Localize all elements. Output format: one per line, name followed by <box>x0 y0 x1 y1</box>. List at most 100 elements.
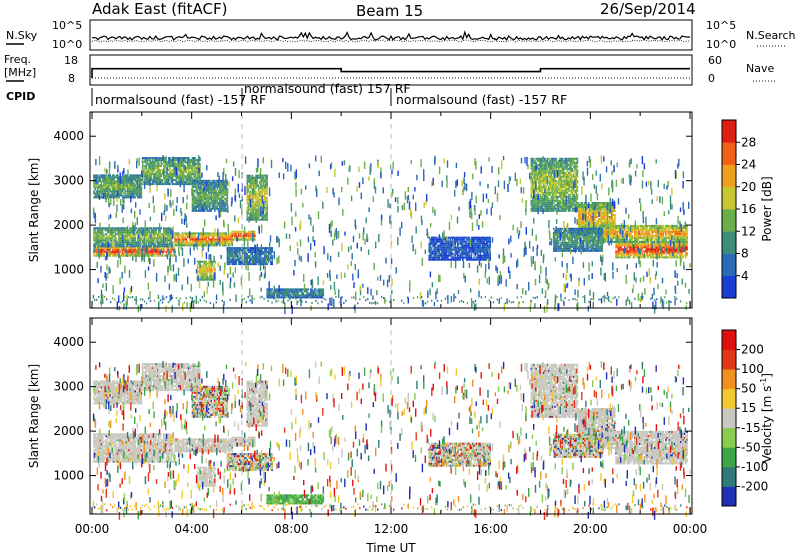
range-gate-cell <box>154 157 156 160</box>
range-gate-cell <box>125 227 128 230</box>
range-gate-cell <box>570 183 572 186</box>
range-gate-cell <box>557 165 560 168</box>
range-gate-cell <box>249 212 251 215</box>
range-gate-cell <box>221 195 224 198</box>
range-gate-cell <box>102 237 104 240</box>
range-gate-cell <box>591 232 594 234</box>
range-gate-cell <box>270 261 272 264</box>
range-gate-cell <box>204 187 206 190</box>
range-gate-cell <box>98 176 100 179</box>
range-gate-cell <box>560 209 562 212</box>
range-gate-cell <box>202 205 205 208</box>
range-gate-cell <box>219 207 221 210</box>
range-gate-cell <box>224 238 226 241</box>
range-gate-cell <box>263 180 266 183</box>
range-gate-cell <box>114 252 116 255</box>
range-gate-cell <box>591 222 594 224</box>
range-gate-cell <box>145 183 148 186</box>
range-gate-cell <box>189 242 191 245</box>
range-gate-cell <box>124 184 126 187</box>
range-gate-cell <box>582 210 585 212</box>
range-gate-cell <box>540 195 543 198</box>
range-gate-cell <box>108 254 110 257</box>
range-gate-cell <box>560 165 562 168</box>
range-gate-cell <box>546 187 549 190</box>
range-gate-cell <box>114 184 116 187</box>
range-gate-cell <box>551 165 554 168</box>
range-gate-cell <box>237 247 240 250</box>
range-gate-cell <box>224 197 226 200</box>
range-gate-cell <box>97 231 99 234</box>
range-gate-cell <box>160 159 163 162</box>
range-gate-cell <box>166 235 169 238</box>
range-gate-cell <box>144 159 146 162</box>
range-gate-cell <box>232 259 235 262</box>
range-gate-cell <box>550 167 553 170</box>
range-gate-cell <box>255 174 257 177</box>
range-gate-cell <box>231 238 234 241</box>
range-gate-cell <box>201 193 204 196</box>
range-gate-cell <box>150 163 153 166</box>
range-gate-cell <box>99 176 102 179</box>
range-gate-cell <box>611 218 614 220</box>
range-gate-cell <box>204 276 206 279</box>
range-gate-cell <box>322 290 325 293</box>
range-gate-cell <box>165 161 168 164</box>
range-gate-cell <box>156 181 159 184</box>
range-gate-cell <box>614 214 616 216</box>
range-gate-cell <box>561 179 564 182</box>
range-gate-cell <box>116 233 119 236</box>
range-gate-cell <box>207 179 210 182</box>
range-gate-cell <box>205 195 207 198</box>
range-gate-cell <box>544 177 546 180</box>
range-gate-cell <box>553 191 555 194</box>
range-gate-cell <box>109 252 111 255</box>
range-gate-cell <box>211 181 214 184</box>
range-gate-cell <box>567 167 570 170</box>
range-gate-cell <box>536 179 539 182</box>
range-gate-cell <box>564 207 566 210</box>
range-gate-cell <box>230 240 232 243</box>
range-gate-cell <box>100 194 103 197</box>
range-gate-cell <box>538 157 540 160</box>
range-gate-cell <box>204 205 206 208</box>
range-gate-cell <box>205 278 207 281</box>
range-gate-cell <box>118 194 120 197</box>
range-gate-cell <box>123 237 125 240</box>
range-gate-cell <box>567 203 570 206</box>
range-gate-cell <box>601 224 604 226</box>
range-gate-cell <box>111 194 114 197</box>
range-gate-cell <box>539 205 541 208</box>
range-gate-cell <box>258 247 261 250</box>
range-gate-cell <box>202 276 205 279</box>
range-gate-cell <box>140 194 143 197</box>
range-gate-cell <box>158 165 160 168</box>
range-gate-cell <box>571 207 574 210</box>
range-gate-cell <box>153 235 155 238</box>
range-gate-cell <box>163 175 165 178</box>
range-gate-cell <box>175 177 178 180</box>
range-gate-cell <box>227 253 230 256</box>
range-gate-cell <box>277 290 280 293</box>
range-gate-cell <box>187 171 190 174</box>
range-gate-cell <box>207 276 210 279</box>
range-gate-cell <box>616 252 619 255</box>
range-gate-cell <box>102 227 104 230</box>
range-gate-cell <box>249 249 251 252</box>
range-gate-cell <box>119 237 121 240</box>
range-gate-cell <box>209 270 211 273</box>
range-gate-cell <box>159 171 161 174</box>
range-gate-cell <box>138 243 140 246</box>
range-gate-cell <box>302 288 305 291</box>
range-gate-cell <box>97 241 99 244</box>
range-gate-cell <box>199 167 201 170</box>
range-gate-cell <box>125 241 128 244</box>
range-gate-cell <box>562 209 565 212</box>
range-gate-cell <box>222 240 225 243</box>
range-gate-cell <box>197 165 200 168</box>
range-gate-cell <box>191 169 194 172</box>
range-gate-cell <box>169 157 171 160</box>
range-gate-cell <box>196 238 199 241</box>
range-gate-cell <box>576 165 579 168</box>
range-gate-cell <box>582 206 585 208</box>
